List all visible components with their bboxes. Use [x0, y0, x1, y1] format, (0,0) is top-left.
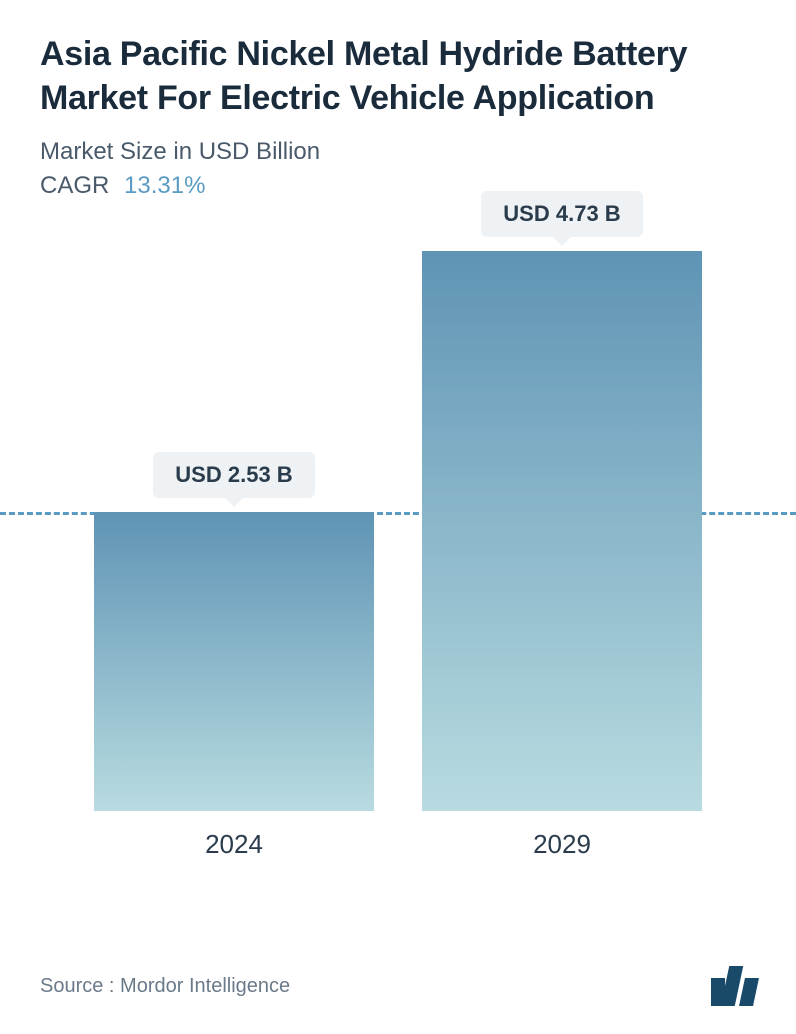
chart-title: Asia Pacific Nickel Metal Hydride Batter…: [40, 32, 756, 120]
value-badge: USD 4.73 B: [481, 191, 642, 237]
bar-group: USD 4.73 B 2029: [422, 191, 702, 860]
source-label: Source :: [40, 975, 114, 997]
cagr-value: 13.31%: [124, 172, 205, 199]
year-label: 2024: [205, 829, 263, 860]
source-name: Mordor Intelligence: [120, 975, 290, 997]
bar: [422, 251, 702, 811]
chart-container: Asia Pacific Nickel Metal Hydride Batter…: [0, 0, 796, 1034]
chart-area: USD 2.53 B2024USD 4.73 B2029: [40, 240, 756, 890]
bars-container: USD 2.53 B2024USD 4.73 B2029: [40, 240, 756, 860]
bar-group: USD 2.53 B 2024: [94, 452, 374, 861]
value-badge: USD 2.53 B: [153, 452, 314, 498]
chart-footer: Source : Mordor Intelligence: [40, 966, 756, 1006]
year-label: 2029: [533, 829, 591, 860]
logo-icon: [711, 966, 756, 1006]
chart-subtitle: Market Size in USD Billion: [40, 138, 756, 166]
source-text: Source : Mordor Intelligence: [40, 975, 290, 998]
bar: [94, 512, 374, 812]
cagr-label: CAGR: [40, 172, 109, 199]
